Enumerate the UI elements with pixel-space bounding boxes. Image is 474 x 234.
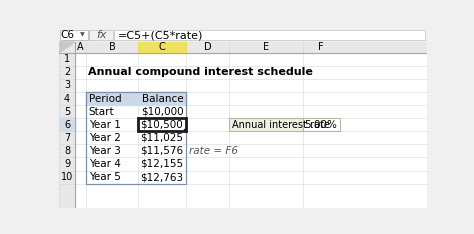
Bar: [138, 92, 186, 105]
Text: 8: 8: [64, 146, 70, 156]
Text: F: F: [319, 42, 324, 52]
Text: Annual compound interest schedule: Annual compound interest schedule: [88, 67, 313, 77]
Bar: [302, 118, 340, 131]
Text: E: E: [263, 42, 269, 52]
Text: $12,155: $12,155: [140, 159, 183, 169]
Text: Year 4: Year 4: [89, 159, 120, 169]
Text: $12,763: $12,763: [140, 172, 183, 182]
Text: B: B: [109, 42, 115, 52]
Text: fx: fx: [96, 30, 106, 40]
Text: A: A: [77, 42, 83, 52]
Bar: [90, 30, 113, 40]
Text: Annual interest rate: Annual interest rate: [232, 120, 330, 130]
Text: 6: 6: [64, 120, 70, 130]
Bar: [60, 30, 88, 40]
Bar: [86, 92, 138, 105]
Text: $10,000: $10,000: [141, 107, 183, 117]
Text: 3: 3: [64, 80, 70, 91]
Bar: [138, 118, 186, 131]
Text: Year 3: Year 3: [89, 146, 120, 156]
Text: D: D: [204, 42, 211, 52]
Text: 5: 5: [64, 107, 70, 117]
Polygon shape: [59, 42, 75, 53]
Text: $11,025: $11,025: [140, 133, 183, 143]
Text: C6: C6: [61, 30, 75, 40]
Text: Period: Period: [89, 94, 121, 103]
Text: Start: Start: [89, 107, 114, 117]
Text: Year 1: Year 1: [89, 120, 120, 130]
Text: $11,576: $11,576: [140, 146, 183, 156]
Bar: [59, 42, 75, 208]
Text: Balance: Balance: [142, 94, 183, 103]
Text: C: C: [159, 42, 166, 52]
Text: 2: 2: [64, 67, 70, 77]
Text: 10: 10: [61, 172, 73, 182]
Bar: [229, 118, 302, 131]
Text: 9: 9: [64, 159, 70, 169]
Text: Year 2: Year 2: [89, 133, 120, 143]
Text: =C5+(C5*rate): =C5+(C5*rate): [118, 30, 203, 40]
Bar: [59, 118, 75, 131]
Text: 5.00%: 5.00%: [305, 120, 337, 130]
Text: $10,500: $10,500: [140, 120, 183, 130]
Bar: [138, 42, 186, 53]
Text: rate = F6: rate = F6: [190, 146, 238, 156]
Text: Year 5: Year 5: [89, 172, 120, 182]
Text: ▼: ▼: [80, 33, 85, 37]
Bar: [86, 92, 186, 184]
Bar: [59, 42, 427, 53]
Bar: [59, 28, 427, 42]
Text: 7: 7: [64, 133, 70, 143]
Bar: [184, 129, 186, 131]
Text: 4: 4: [64, 94, 70, 103]
Text: 1: 1: [64, 54, 70, 64]
Bar: [113, 30, 425, 40]
